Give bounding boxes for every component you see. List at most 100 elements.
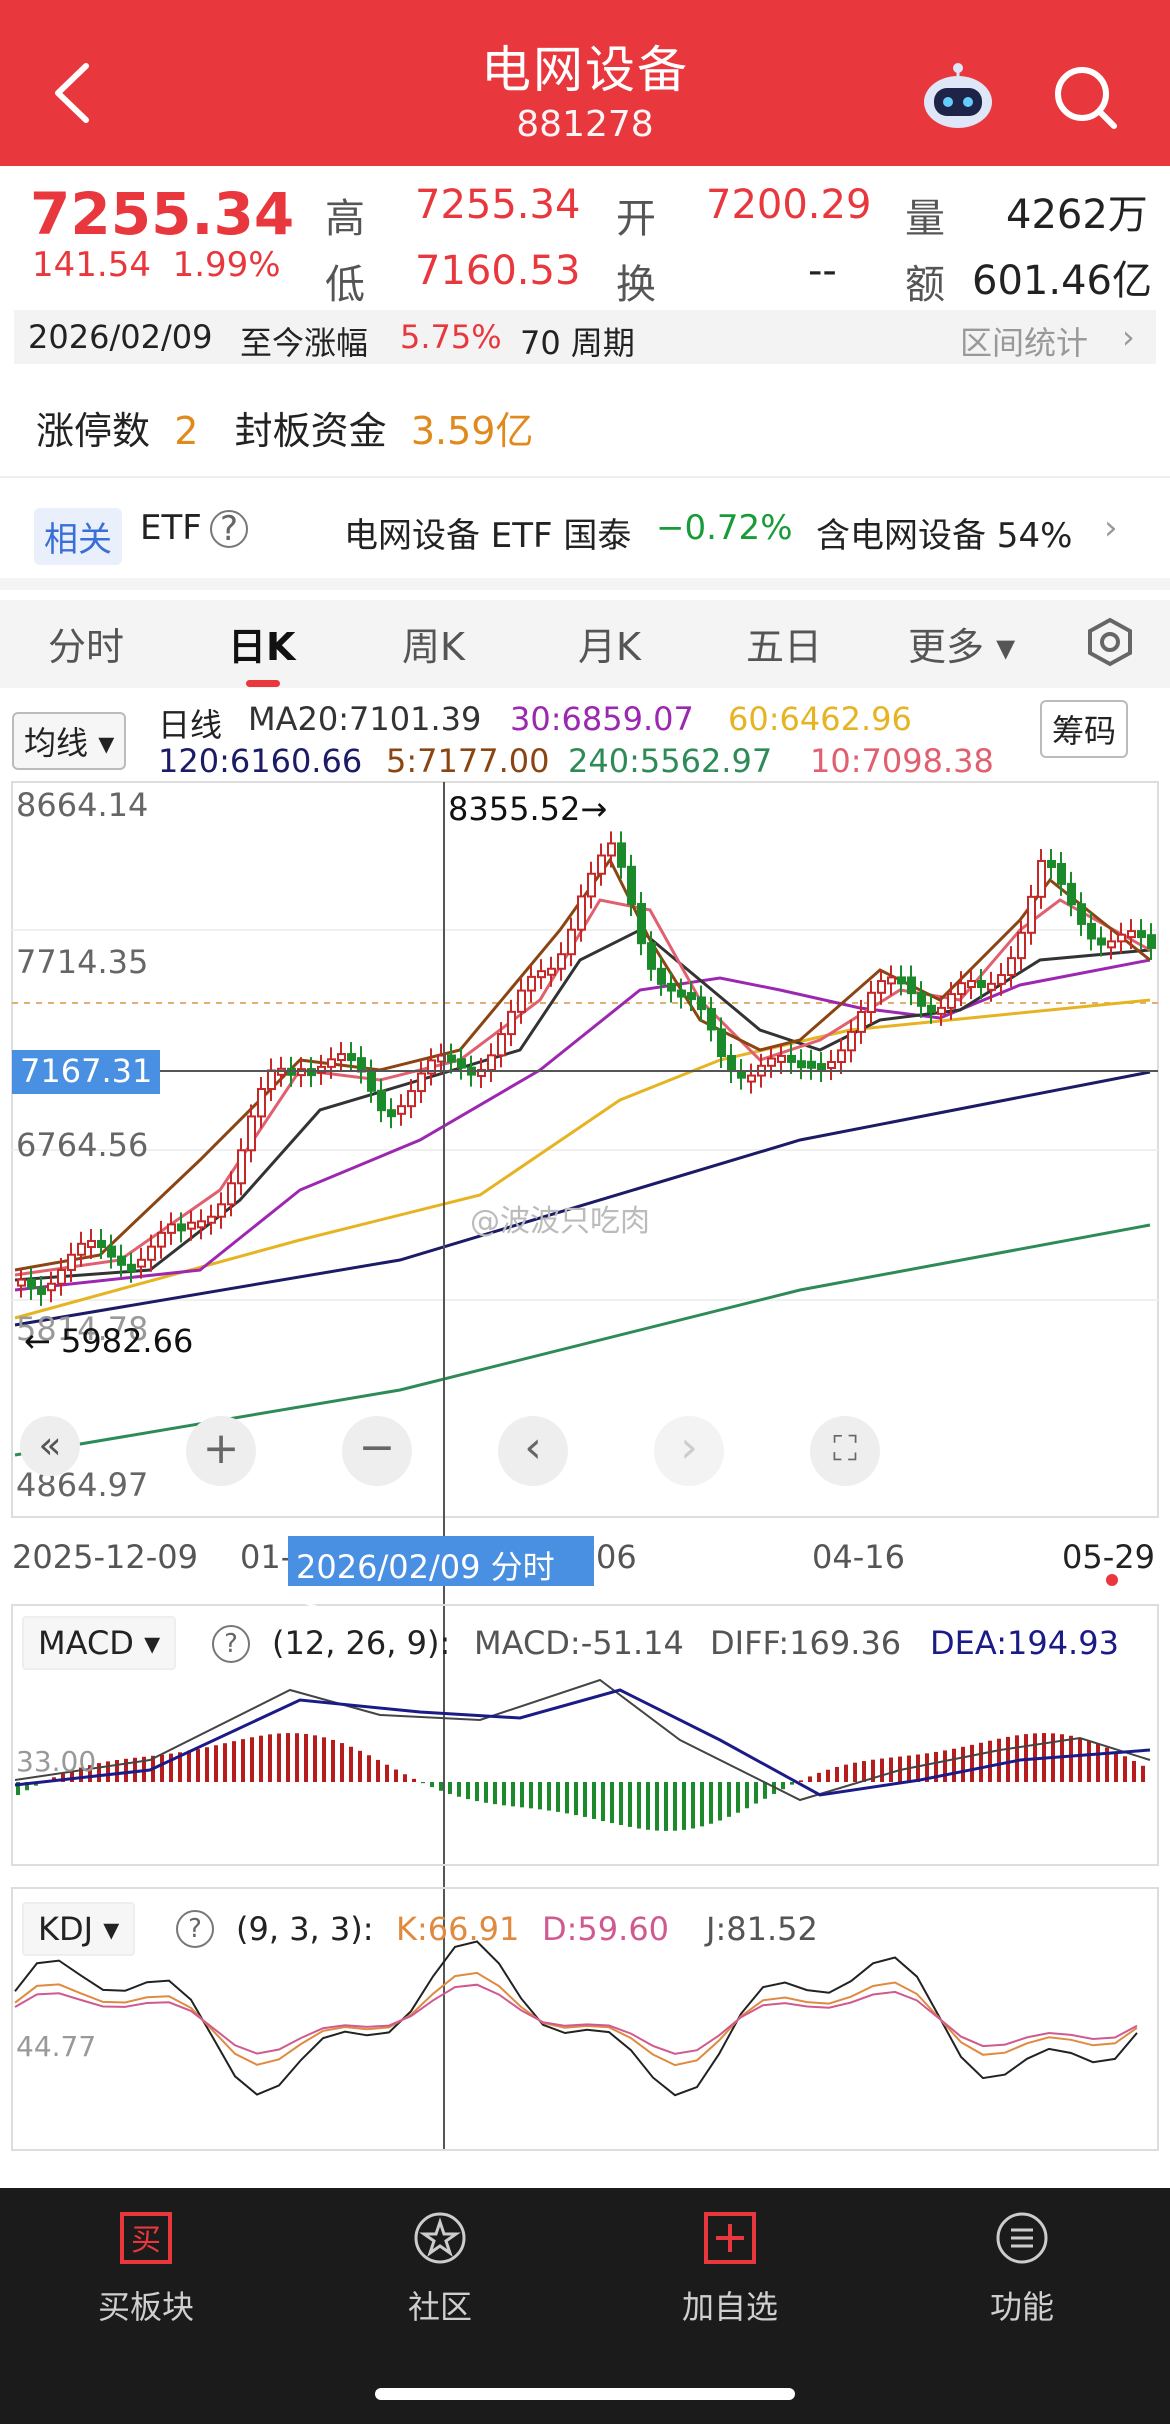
macd-bar [70,1770,74,1782]
tab-intraday[interactable]: 分时 [48,625,125,669]
search-icon[interactable] [1050,62,1120,132]
candle-body [937,1006,946,1015]
candle-body [967,980,976,989]
macd-bar [349,1746,353,1782]
macd-bar [322,1737,326,1782]
ma5-line [14,857,1151,1272]
tab-monthly-k[interactable]: 月K [578,625,641,669]
candle-body [977,980,986,989]
macd-bar [430,1782,434,1788]
macd-bar [754,1782,758,1804]
candle-body [207,1215,216,1224]
candle-body [897,976,906,985]
macd-bar [88,1765,92,1782]
ma-selector[interactable]: 均线 ▾ [12,712,127,770]
candle-body [327,1058,336,1068]
range-pct: 5.75% [400,318,502,356]
candle-body [947,993,956,1009]
candle-body [377,1089,386,1112]
turnover-label: 换 [616,262,656,308]
candle-body [547,967,556,976]
divider [0,578,1170,590]
candle-body [37,1286,46,1295]
back-icon[interactable] [44,58,104,128]
macd-bar [1132,1760,1136,1782]
macd-bar [205,1747,209,1782]
nav-buy-sector[interactable]: 买 买板块 [46,2210,246,2328]
help-icon[interactable]: ? [176,1910,214,1948]
macd-bar [394,1769,398,1782]
macd-bar [790,1782,794,1785]
chevron-right-icon: › [1104,508,1118,548]
price-axis-label: 6764.56 [16,1126,149,1164]
macd-bar [124,1758,128,1782]
period-tabs: 分时 日K 周K 月K 五日 更多 ▾ [0,600,1170,688]
chevron-left-icon[interactable]: ‹ [498,1416,568,1486]
macd-value: MACD:-51.14 [474,1624,684,1662]
tab-more[interactable]: 更多 ▾ [908,625,1016,669]
robot-assistant-icon[interactable] [918,58,998,134]
candle-body [147,1245,156,1261]
macd-bar [880,1758,884,1782]
range-date: 2026/02/09 [28,318,213,356]
macd-bar [367,1755,371,1782]
related-tag: 相关 [34,508,122,565]
nav-add-watchlist[interactable]: 加自选 [630,2210,830,2328]
macd-bar [223,1743,227,1782]
scroll-left-far-icon[interactable]: « [20,1416,80,1476]
crosshair-date-label[interactable]: 2026/02/09 分时 > [288,1536,594,1626]
candle-body [47,1282,56,1292]
help-icon[interactable]: ? [210,510,248,548]
macd-axis-label: 33.00 [16,1745,97,1778]
settings-icon[interactable] [1084,616,1136,668]
range-text: 至今涨幅 [240,324,369,362]
candle-body [567,928,576,956]
zoom-in-icon[interactable]: + [186,1416,256,1486]
macd-bar [979,1742,983,1782]
candle-body [387,1109,396,1118]
tab-daily-k[interactable]: 日K [228,625,296,669]
macd-bar [331,1739,335,1782]
candle-body [987,982,996,991]
candle-body [717,1028,726,1058]
chevron-right-icon[interactable]: › [654,1416,724,1486]
candle-body [857,1011,866,1033]
zoom-out-icon[interactable]: − [342,1416,412,1486]
macd-bar [691,1782,695,1829]
macd-bar [970,1744,974,1782]
macd-bar [952,1748,956,1782]
fullscreen-icon[interactable]: ⛶ [810,1416,880,1486]
home-indicator [375,2388,795,2400]
help-icon[interactable]: ? [212,1625,250,1663]
candle-body [607,842,616,857]
range-stats-bar[interactable]: 2026/02/09 至今涨幅 5.75% 70 周期 区间统计 › [14,310,1156,364]
macd-selector[interactable]: MACD ▾ [22,1616,177,1670]
candle-body [117,1255,126,1266]
kdj-selector[interactable]: KDJ ▾ [22,1902,136,1956]
range-stats-link[interactable]: 区间统计 [960,324,1089,362]
candle-body [1117,933,1126,943]
nav-functions[interactable]: 功能 [922,2210,1122,2328]
candlestick-chart[interactable] [0,770,1170,2170]
macd-bar [511,1782,515,1807]
related-etf-row[interactable]: 相关 ETF ? 电网设备 ETF 国泰 −0.72% 含电网设备 54% › [0,490,1170,566]
macd-bar [844,1764,848,1782]
macd-bar [1006,1736,1010,1782]
candle-body [197,1220,206,1229]
chip-distribution-button[interactable]: 筹码 [1040,700,1129,758]
high-label: 高 [325,196,365,242]
tab-five-day[interactable]: 五日 [746,625,823,669]
macd-bar [781,1782,785,1790]
candle-body [1037,859,1046,898]
ma240-value: 240:5562.97 [568,742,773,780]
macd-bar [934,1751,938,1782]
nav-community[interactable]: 社区 [340,2210,540,2328]
tab-weekly-k[interactable]: 周K [402,625,465,669]
page-title: 电网设备 [481,41,689,99]
candle-body [367,1070,376,1092]
candle-body [177,1223,186,1232]
macd-bar [619,1782,623,1826]
candle-body [667,982,676,992]
candle-body [1107,940,1116,949]
dea-value: DEA:194.93 [930,1624,1119,1662]
